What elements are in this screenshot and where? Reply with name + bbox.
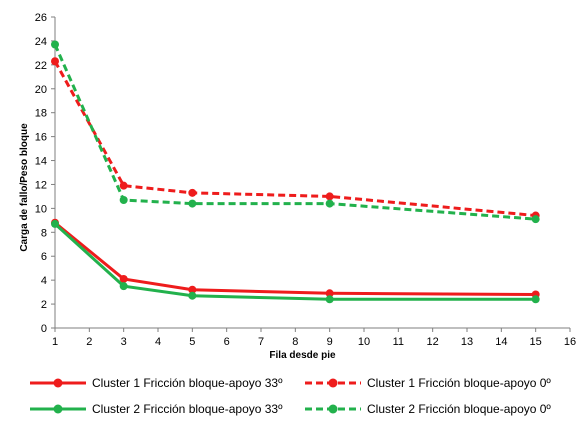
data-point [325,295,334,304]
legend-item: Cluster 2 Fricción bloque-apoyo 33º [30,402,283,416]
data-point [188,199,197,208]
data-point [119,282,128,291]
x-tick-label: 1 [52,336,58,348]
legend: Cluster 1 Fricción bloque-apoyo 33º Clust… [30,376,551,416]
x-axis-title: Fila desde pie [269,350,336,361]
y-tick-label: 20 [35,84,47,96]
legend-label: Cluster 1 Fricción bloque-apoyo 33º [92,376,283,390]
data-point [325,199,334,208]
series-4 [51,40,540,224]
series-line [53,60,536,218]
series-line [53,43,536,221]
legend-marker-icon [53,378,63,388]
legend-item: Cluster 1 Fricción bloque-apoyo 33º [30,376,283,390]
y-tick-label: 4 [41,275,47,287]
series-3 [51,219,540,304]
data-point [51,57,59,66]
y-tick-label: 0 [41,323,47,335]
y-tick-label: 6 [41,251,47,263]
data-point [119,274,128,283]
y-tick-label: 12 [35,179,47,191]
legend-label: Cluster 2 Fricción bloque-apoyo 33º [92,402,283,416]
legend-marker-icon [328,378,338,388]
x-tick-label: 10 [358,336,370,348]
x-tick-label: 9 [327,336,333,348]
x-axis-ticks: 1 2 3 4 5 6 7 8 9 10 11 12 13 14 15 16 [52,328,576,348]
x-tick-label: 5 [189,336,195,348]
data-point [325,289,334,298]
x-tick-label: 13 [461,336,473,348]
data-point [531,295,540,304]
legend-label: Cluster 1 Fricción bloque-apoyo 0º [367,376,551,390]
series-2 [51,57,540,220]
series-layer [51,40,540,304]
x-tick-label: 8 [292,336,298,348]
y-tick-label: 18 [35,108,47,120]
legend-marker-icon [53,404,63,414]
x-tick-label: 4 [155,336,161,348]
data-point [119,181,128,190]
y-tick-label: 8 [41,227,47,239]
data-point [188,285,197,294]
x-tick-label: 6 [224,336,230,348]
data-point [531,215,540,224]
legend-item: Cluster 1 Fricción bloque-apoyo 0º [305,376,551,390]
legend-marker-icon [328,404,338,414]
y-tick-label: 24 [35,36,47,48]
legend-label: Cluster 2 Fricción bloque-apoyo 0º [367,402,551,416]
y-axis-title: Carga de fallo/Peso bloque [19,123,30,252]
data-point [51,219,59,228]
y-tick-label: 14 [35,156,47,168]
series-line [54,221,536,297]
x-tick-label: 15 [530,336,542,348]
x-tick-label: 14 [495,336,507,348]
y-tick-label: 2 [41,299,47,311]
y-tick-label: 26 [35,12,47,24]
x-tick-label: 2 [86,336,92,348]
x-tick-label: 3 [121,336,127,348]
y-tick-label: 22 [35,60,47,72]
x-tick-label: 11 [393,336,404,348]
data-point [325,192,334,201]
data-point [188,188,197,197]
x-tick-label: 12 [427,336,439,348]
y-tick-label: 16 [35,132,47,144]
data-point [51,40,59,49]
y-tick-label: 10 [35,203,47,215]
legend-item: Cluster 2 Fricción bloque-apoyo 0º [305,402,551,416]
data-point [119,196,128,205]
x-tick-label: 16 [564,336,576,348]
data-point [188,291,197,300]
x-tick-label: 7 [258,336,264,348]
